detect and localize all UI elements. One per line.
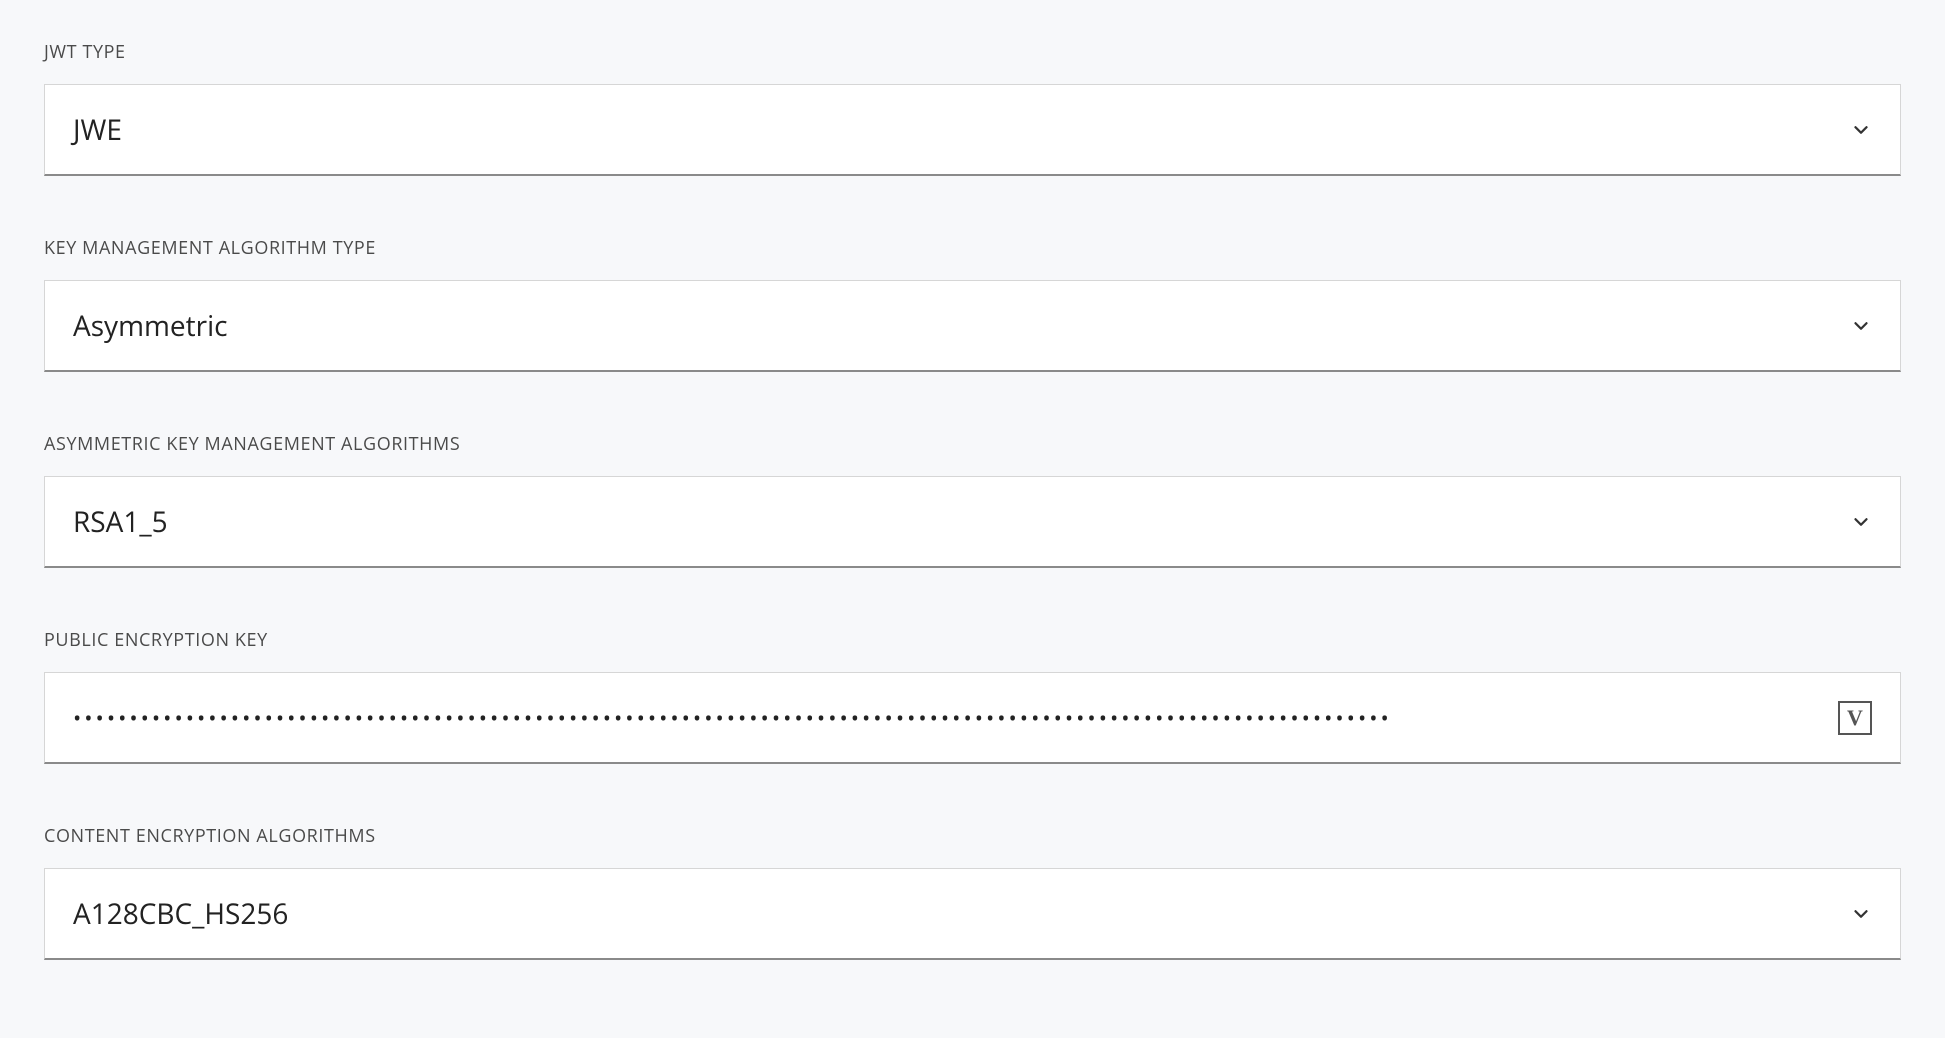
field-key-mgmt-alg-type: KEY MANAGEMENT ALGORITHM TYPE Asymmetric <box>44 236 1901 372</box>
label-jwt-type: JWT TYPE <box>44 40 1901 64</box>
jwt-config-form: JWT TYPE JWE KEY MANAGEMENT ALGORITHM TY… <box>0 0 1945 1000</box>
field-asym-key-mgmt-algs: ASYMMETRIC KEY MANAGEMENT ALGORITHMS RSA… <box>44 432 1901 568</box>
select-jwt-type-value: JWE <box>73 111 1834 149</box>
field-jwt-type: JWT TYPE JWE <box>44 40 1901 176</box>
label-public-encryption-key: PUBLIC ENCRYPTION KEY <box>44 628 1901 652</box>
label-asym-key-mgmt-algs: ASYMMETRIC KEY MANAGEMENT ALGORITHMS <box>44 432 1901 456</box>
field-content-encryption-algs: CONTENT ENCRYPTION ALGORITHMS A128CBC_HS… <box>44 824 1901 960</box>
select-jwt-type[interactable]: JWE <box>44 84 1901 176</box>
select-content-encryption-algs[interactable]: A128CBC_HS256 <box>44 868 1901 960</box>
variable-icon[interactable]: V <box>1838 701 1872 735</box>
select-key-mgmt-alg-type[interactable]: Asymmetric <box>44 280 1901 372</box>
select-asym-key-mgmt-algs[interactable]: RSA1_5 <box>44 476 1901 568</box>
chevron-down-icon <box>1850 315 1872 337</box>
select-key-mgmt-alg-type-value: Asymmetric <box>73 307 1834 345</box>
select-asym-key-mgmt-algs-value: RSA1_5 <box>73 503 1834 541</box>
input-public-encryption-key-wrap[interactable]: ••••••••••••••••••••••••••••••••••••••••… <box>44 672 1901 764</box>
chevron-down-icon <box>1850 119 1872 141</box>
input-public-encryption-key[interactable]: ••••••••••••••••••••••••••••••••••••••••… <box>73 703 1826 733</box>
field-public-encryption-key: PUBLIC ENCRYPTION KEY ••••••••••••••••••… <box>44 628 1901 764</box>
chevron-down-icon <box>1850 903 1872 925</box>
chevron-down-icon <box>1850 511 1872 533</box>
label-content-encryption-algs: CONTENT ENCRYPTION ALGORITHMS <box>44 824 1901 848</box>
label-key-mgmt-alg-type: KEY MANAGEMENT ALGORITHM TYPE <box>44 236 1901 260</box>
select-content-encryption-algs-value: A128CBC_HS256 <box>73 895 1834 933</box>
